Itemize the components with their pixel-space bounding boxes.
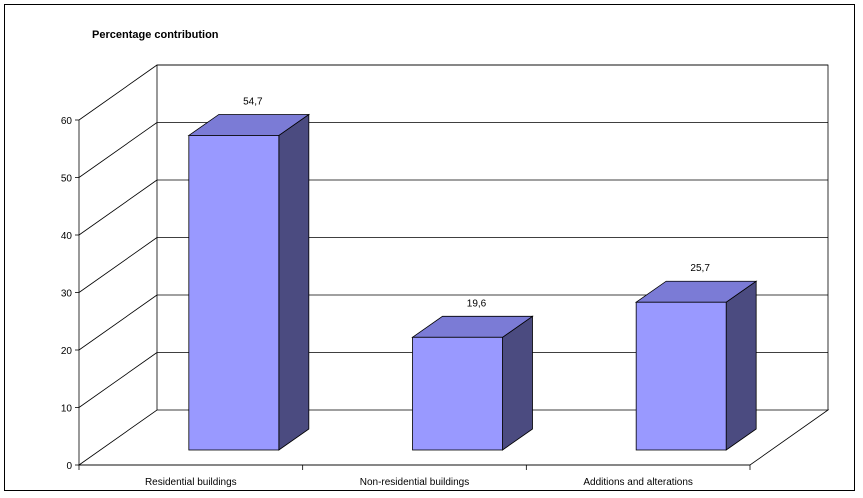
bar-front (412, 336, 503, 451)
gridline-diagonal (78, 64, 158, 121)
bar (187, 113, 311, 451)
bar-front (188, 135, 280, 451)
gridline-diagonal (78, 352, 158, 408)
y-axis: 0 10 20 30 40 50 60 (61, 116, 79, 472)
data-label: 54,7 (243, 96, 263, 107)
gridline-diagonal (78, 294, 158, 351)
y-tick-label: 20 (61, 346, 73, 357)
bar (634, 280, 758, 451)
x-tick-label: Residential buildings (145, 477, 237, 488)
bar-chart: Percentage contribution 0 10 20 30 40 50 60 Re… (61, 29, 830, 488)
y-tick-label: 10 (61, 404, 73, 415)
x-tick-label: Additions and alterations (583, 477, 693, 488)
chart-title: Percentage contribution (92, 29, 219, 41)
y-tick-label: 0 (66, 461, 72, 472)
bar (411, 315, 534, 451)
bar-front (635, 301, 727, 451)
y-tick-label: 50 (61, 174, 73, 185)
x-tick-label: Non-residential buildings (360, 477, 470, 488)
y-tick-label: 30 (61, 289, 73, 300)
y-tick-label: 40 (61, 231, 73, 242)
gridline-diagonal (78, 237, 158, 293)
data-labels: 54,7 19,6 25,7 (243, 96, 710, 309)
gridline-diagonal (78, 122, 158, 178)
chart-frame: Percentage contribution 0 10 20 30 40 50 60 Re… (4, 4, 855, 491)
data-label: 25,7 (690, 263, 710, 274)
bars (187, 113, 758, 451)
bar-side (725, 280, 757, 451)
data-label: 19,6 (467, 298, 487, 309)
bar-side (502, 315, 533, 451)
y-tick-label: 60 (61, 116, 73, 127)
bar-side (278, 113, 310, 451)
gridline-diagonal (78, 179, 158, 236)
x-axis: Residential buildings Non-residential bui… (78, 464, 751, 488)
